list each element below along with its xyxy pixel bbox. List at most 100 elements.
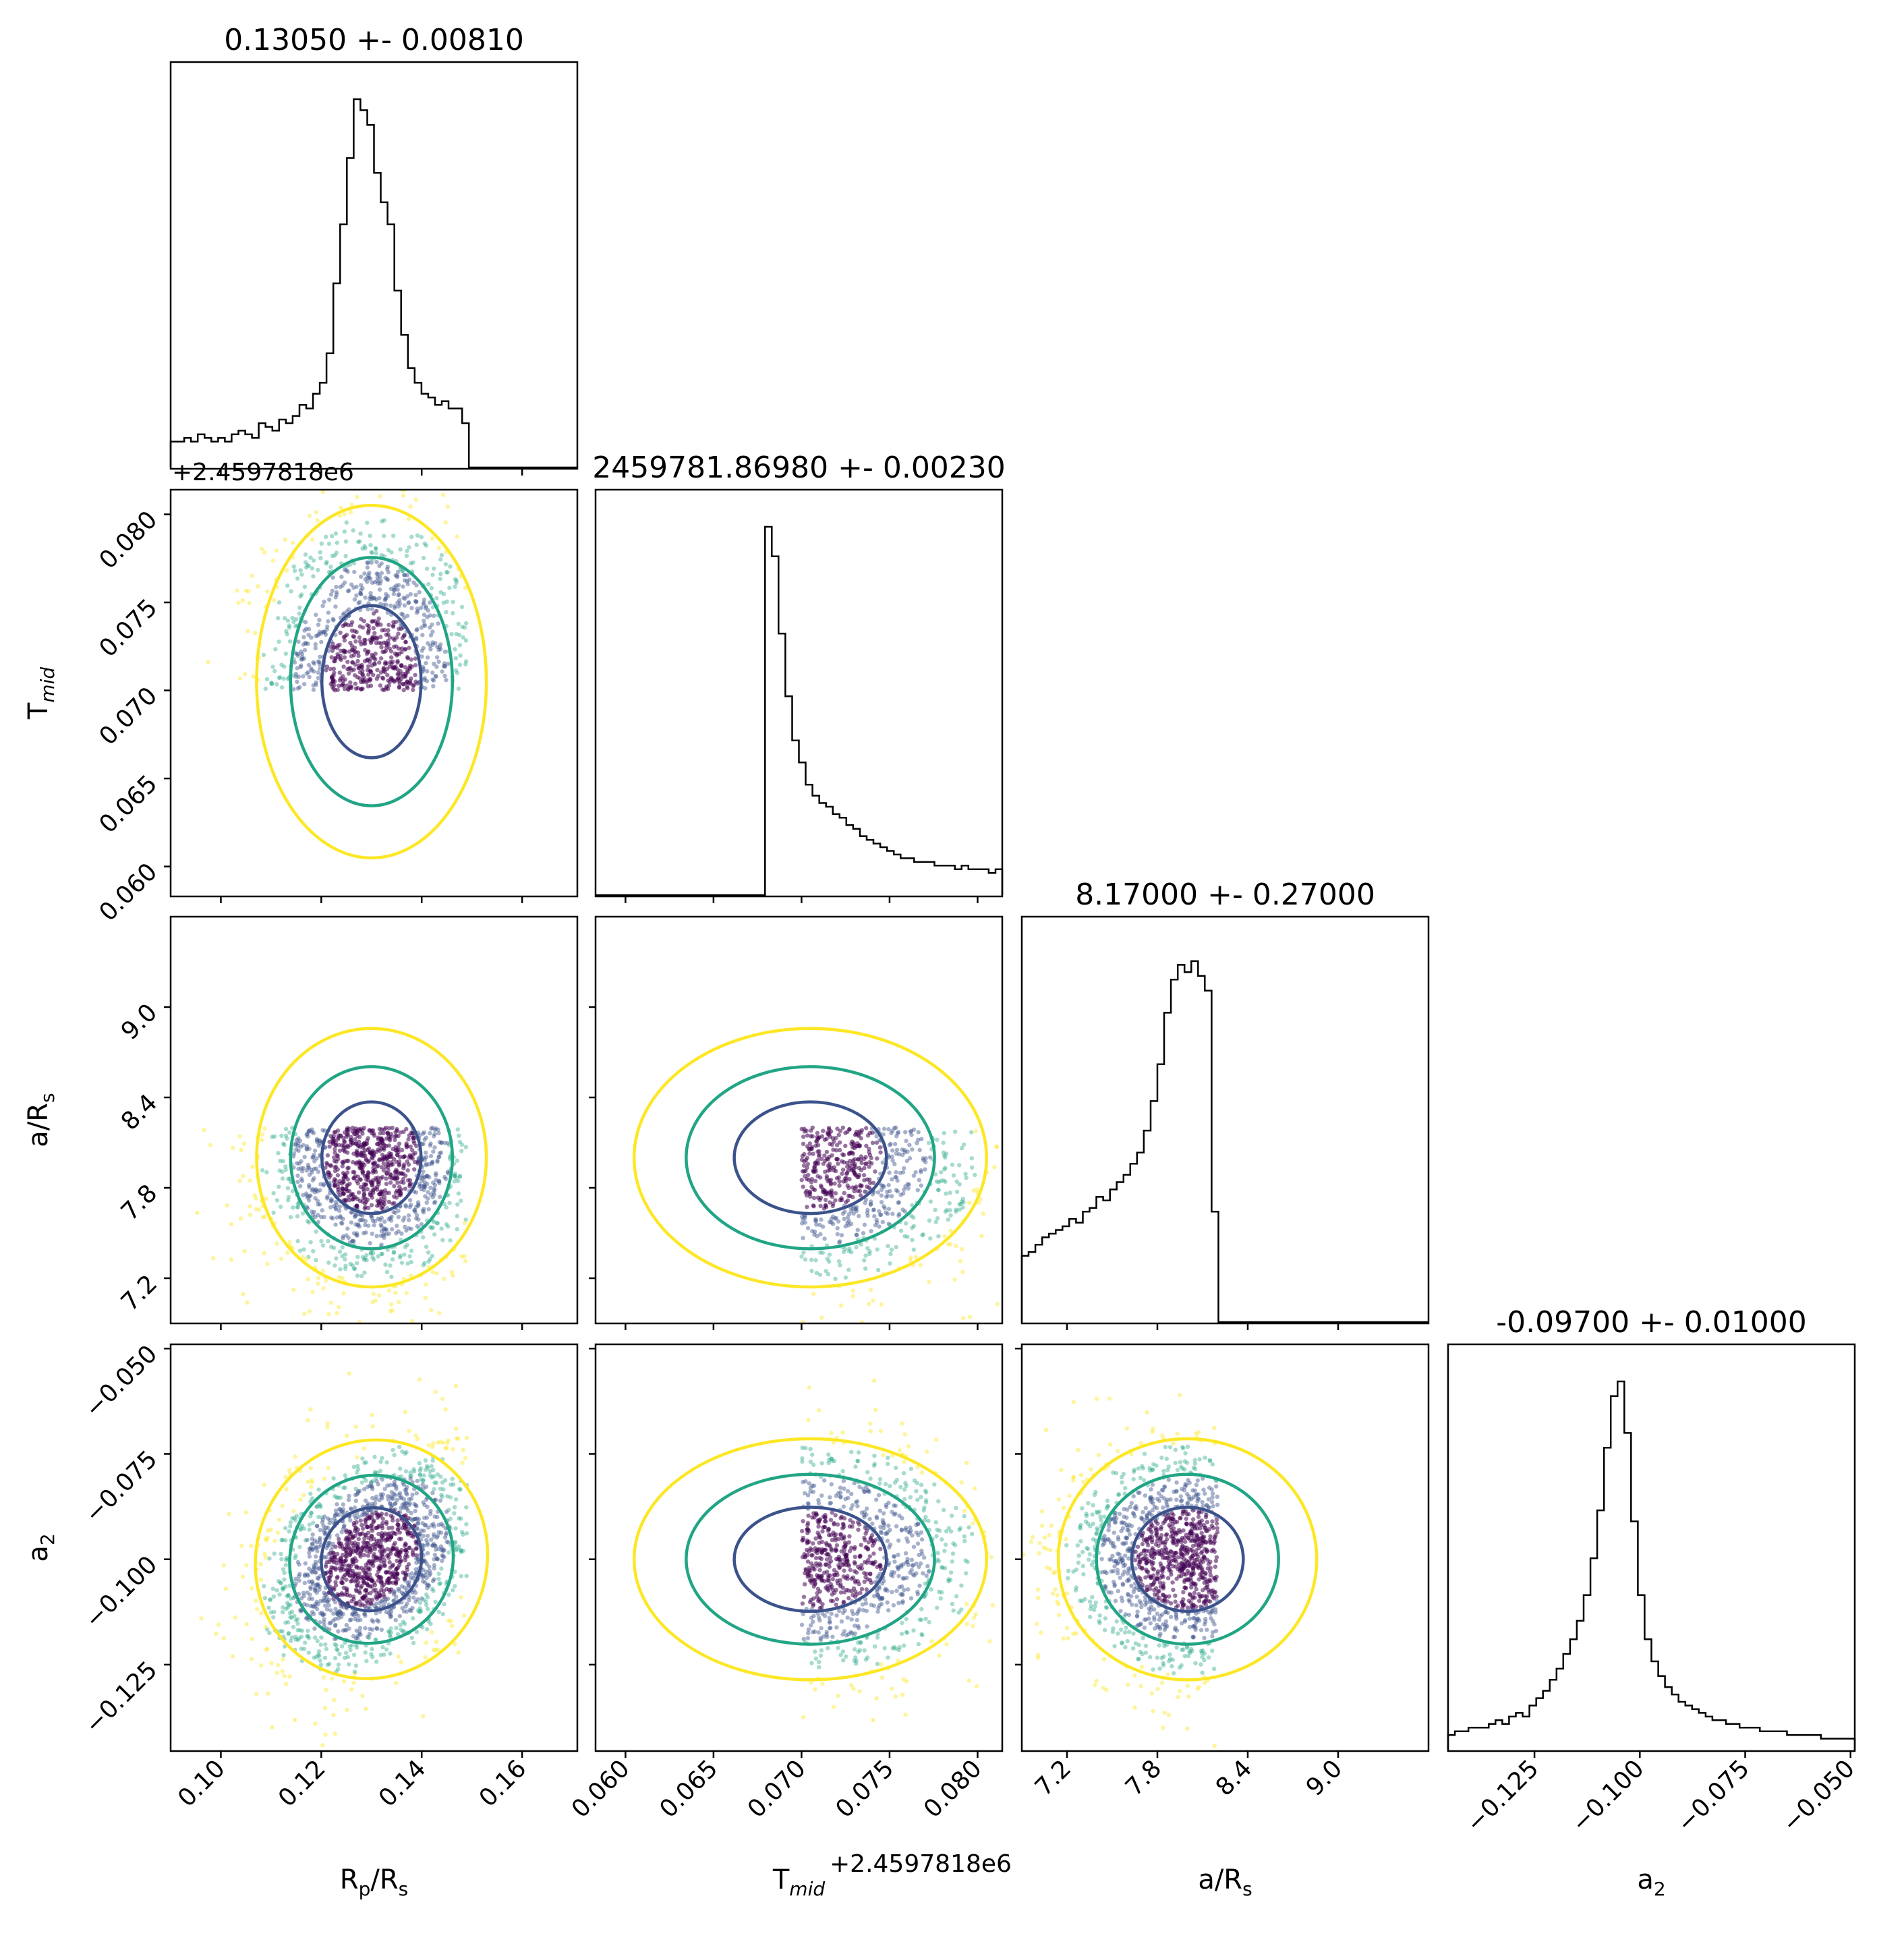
scatter-point — [355, 1197, 360, 1201]
scatter-point — [300, 1255, 306, 1259]
scatter-point — [880, 1183, 886, 1189]
scatter-point — [383, 575, 388, 580]
scatter-point — [396, 1208, 401, 1213]
scatter-point — [284, 1557, 289, 1563]
scatter-point — [341, 1547, 346, 1551]
scatter-point — [443, 1446, 448, 1451]
scatter-point — [306, 1129, 312, 1134]
scatter-point — [919, 1470, 925, 1475]
scatter-point — [260, 1132, 265, 1137]
scatter-point — [280, 1170, 285, 1174]
scatter-point — [846, 1185, 851, 1191]
scatter-point — [334, 550, 339, 555]
scatter-point — [428, 643, 432, 648]
scatter-point — [948, 1242, 953, 1247]
scatter-point — [923, 1160, 928, 1165]
scatter-point — [299, 1628, 305, 1633]
scatter-point — [308, 1585, 313, 1590]
scatter-point — [254, 1207, 258, 1211]
scatter-point — [348, 1647, 353, 1653]
scatter-point — [443, 520, 448, 525]
scatter-point — [830, 1214, 836, 1219]
scatter-point — [293, 1518, 298, 1522]
scatter-point — [269, 680, 274, 685]
scatter-point — [405, 684, 409, 689]
scatter-point — [320, 1520, 325, 1525]
scatter-point — [363, 1219, 368, 1224]
scatter-point — [343, 554, 348, 559]
scatter-point — [306, 627, 312, 631]
scatter-point — [855, 1228, 861, 1232]
scatter-point — [419, 625, 424, 630]
scatter-point — [407, 1502, 411, 1508]
scatter-point — [347, 1573, 352, 1578]
scatter-point — [378, 683, 383, 688]
scatter-point — [947, 1201, 952, 1206]
scatter-point — [317, 1653, 322, 1659]
scatter-point — [440, 1553, 444, 1557]
scatter-point — [360, 1693, 365, 1698]
scatter-point — [874, 1696, 879, 1700]
scatter-point — [310, 1597, 315, 1601]
scatter-point — [314, 1188, 318, 1193]
scatter-point — [360, 1526, 366, 1531]
scatter-point — [426, 1162, 432, 1167]
scatter-point — [395, 1224, 399, 1228]
scatter-point — [351, 1464, 357, 1469]
scatter-point — [298, 594, 303, 599]
scatter-point — [857, 1689, 862, 1694]
scatter-point — [405, 1168, 410, 1173]
scatter-point — [453, 668, 459, 673]
scatter-point — [422, 597, 427, 602]
scatter-point — [335, 1667, 341, 1671]
scatter-point — [907, 1143, 912, 1147]
scatter-point — [439, 1566, 444, 1571]
scatter-point — [385, 565, 390, 569]
scatter-point — [311, 1567, 316, 1572]
scatter-point — [308, 1240, 313, 1244]
scatter-point — [301, 1647, 307, 1651]
scatter-point — [424, 1627, 430, 1632]
scatter-point — [846, 1249, 851, 1254]
scatter-point — [453, 1497, 459, 1502]
scatter-point — [353, 1213, 358, 1218]
scatter-point — [384, 1520, 389, 1524]
scatter-point — [437, 1581, 442, 1586]
scatter-point — [422, 1528, 426, 1533]
scatter-point — [870, 1192, 875, 1197]
scatter-point — [345, 1166, 350, 1171]
scatter-point — [448, 1495, 453, 1500]
scatter-point — [440, 1396, 445, 1401]
scatter-point — [908, 1257, 913, 1263]
scatter-point — [430, 1543, 435, 1548]
scatter-point — [453, 1171, 458, 1176]
scatter-point — [840, 1171, 844, 1176]
scatter-point — [357, 624, 362, 629]
scatter-point — [367, 1632, 372, 1636]
scatter-point — [325, 1543, 330, 1548]
scatter-point — [828, 1141, 832, 1147]
scatter-point — [410, 1156, 415, 1161]
scatter-point — [357, 600, 362, 604]
scatter-point — [407, 1545, 412, 1551]
scatter-point — [333, 1512, 338, 1517]
scatter-point — [359, 583, 364, 588]
scatter-point — [959, 1146, 964, 1151]
scatter-point — [355, 494, 359, 500]
scatter-point — [425, 655, 430, 660]
scatter-point — [378, 1218, 382, 1222]
scatter-point — [333, 1600, 338, 1605]
scatter-point — [811, 1168, 816, 1173]
scatter-point — [455, 1213, 459, 1219]
scatter-point — [322, 1705, 327, 1711]
scatter-point — [316, 1583, 321, 1589]
scatter-point — [397, 681, 402, 686]
scatter-point — [840, 1125, 846, 1131]
scatter-point — [391, 534, 396, 538]
scatter-point — [305, 563, 310, 567]
scatter-point — [317, 629, 322, 634]
scatter-point — [394, 644, 399, 649]
scatter-point — [902, 1209, 908, 1214]
scatter-point — [454, 631, 459, 637]
scatter-point — [893, 1646, 898, 1651]
